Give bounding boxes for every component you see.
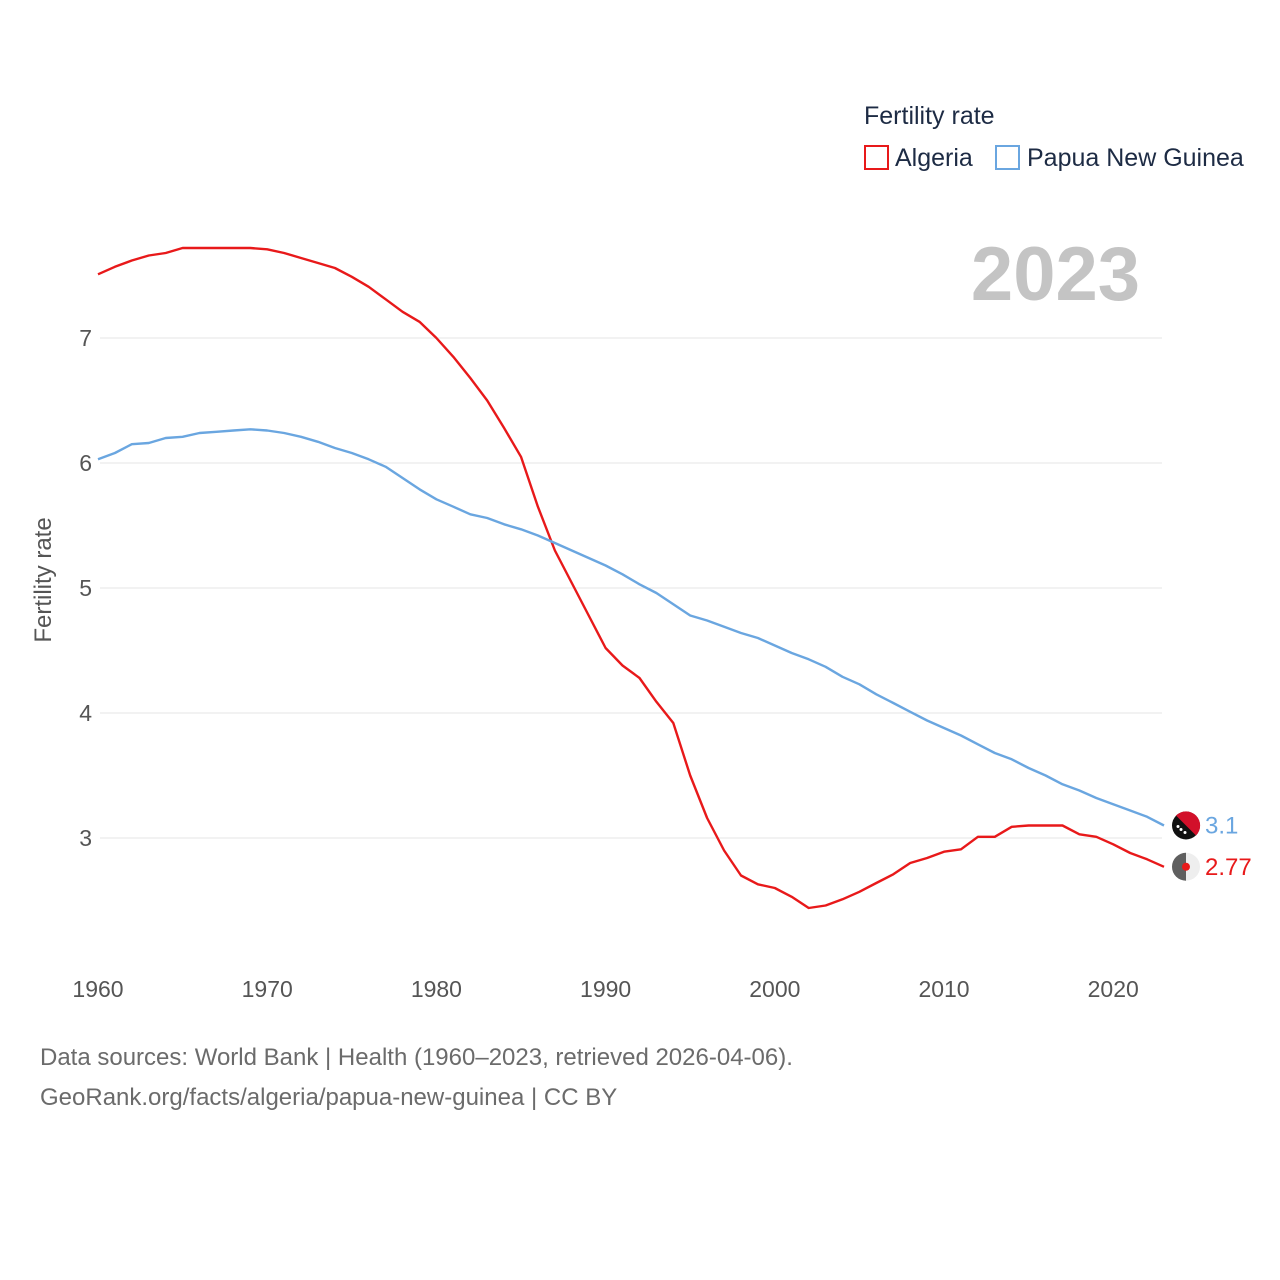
legend-title: Fertility rate <box>864 102 995 130</box>
legend-label-algeria[interactable]: Algeria <box>895 144 973 172</box>
x-tick-2000: 2000 <box>749 976 800 1002</box>
x-tick-1990: 1990 <box>580 976 631 1002</box>
legend-label-papua-new-guinea[interactable]: Papua New Guinea <box>1027 144 1244 172</box>
current-year-label: 2023 <box>971 232 1140 317</box>
series-line-algeria[interactable] <box>97 246 1165 910</box>
y-gridlines <box>100 337 1162 839</box>
legend-swatch-algeria[interactable] <box>864 145 889 170</box>
y-tick-4: 4 <box>79 700 92 726</box>
x-tick-labels: 1960 1970 1980 1990 2000 2010 2020 <box>72 976 1138 1002</box>
series-lines <box>97 246 1165 910</box>
x-tick-1980: 1980 <box>411 976 462 1002</box>
legend-swatch-papua-new-guinea[interactable] <box>995 145 1020 170</box>
y-tick-labels: 3 4 5 6 7 <box>79 325 92 851</box>
series-end-markers: 2.77 3.1 <box>1172 811 1252 881</box>
legend: Fertility rate Algeria Papua New Guinea <box>864 102 1244 172</box>
flag-icon-algeria <box>1172 852 1200 881</box>
x-tick-1970: 1970 <box>242 976 293 1002</box>
y-tick-7: 7 <box>79 325 92 351</box>
x-tick-2020: 2020 <box>1088 976 1139 1002</box>
x-tick-1960: 1960 <box>72 976 123 1002</box>
y-tick-6: 6 <box>79 450 92 476</box>
end-value-label-papua-new-guinea: 3.1 <box>1205 813 1238 840</box>
x-tick-2010: 2010 <box>918 976 969 1002</box>
y-axis-title: Fertility rate <box>30 517 57 642</box>
flag-icon-papua-new-guinea <box>1172 811 1201 840</box>
y-tick-3: 3 <box>79 825 92 851</box>
y-tick-5: 5 <box>79 575 92 601</box>
source-link[interactable]: GeoRank.org/facts/algeria/papua-new-guin… <box>40 1084 618 1111</box>
source-line: Data sources: World Bank | Health (1960–… <box>40 1044 793 1071</box>
series-line-papua-new-guinea[interactable] <box>97 428 1165 827</box>
end-value-label-algeria: 2.77 <box>1205 854 1252 881</box>
